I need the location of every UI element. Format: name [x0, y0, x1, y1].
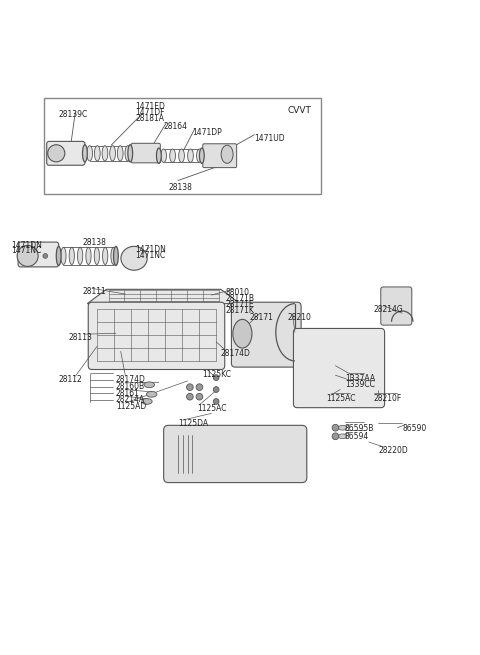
Ellipse shape [77, 248, 83, 265]
Text: 28164: 28164 [164, 122, 188, 131]
Ellipse shape [61, 248, 66, 265]
Circle shape [213, 386, 219, 392]
Text: 1471NC: 1471NC [11, 246, 41, 255]
Ellipse shape [161, 149, 167, 162]
Text: 28171K: 28171K [226, 305, 254, 314]
Ellipse shape [69, 248, 74, 265]
Text: 28174D: 28174D [116, 375, 146, 384]
FancyBboxPatch shape [293, 328, 384, 407]
FancyBboxPatch shape [131, 143, 160, 163]
Text: 28181A: 28181A [135, 114, 164, 122]
Ellipse shape [338, 434, 347, 439]
FancyBboxPatch shape [381, 287, 412, 325]
Text: 28112: 28112 [59, 375, 83, 384]
Text: 28161: 28161 [116, 388, 140, 398]
Ellipse shape [110, 145, 116, 161]
Text: 86595B: 86595B [345, 424, 374, 433]
Text: 28113: 28113 [68, 333, 92, 342]
Text: 28160B: 28160B [116, 382, 145, 391]
Circle shape [213, 399, 219, 404]
Text: 28171E: 28171E [226, 300, 254, 309]
Text: 1125KC: 1125KC [202, 371, 231, 379]
Ellipse shape [114, 246, 118, 265]
Text: 1471UD: 1471UD [254, 134, 285, 143]
Ellipse shape [199, 148, 204, 163]
Ellipse shape [95, 145, 100, 161]
Ellipse shape [197, 149, 202, 162]
Ellipse shape [121, 246, 147, 271]
Text: 28171B: 28171B [226, 294, 255, 303]
FancyBboxPatch shape [164, 425, 307, 483]
Text: 28214A: 28214A [116, 395, 145, 404]
Text: 28139C: 28139C [59, 110, 88, 119]
Circle shape [43, 253, 48, 258]
Ellipse shape [188, 149, 193, 162]
Ellipse shape [338, 425, 347, 430]
Ellipse shape [117, 145, 123, 161]
Text: 28220D: 28220D [378, 446, 408, 455]
Ellipse shape [87, 145, 93, 161]
Text: 1471DF: 1471DF [135, 108, 165, 117]
Ellipse shape [142, 399, 152, 404]
Circle shape [332, 424, 339, 431]
Text: 28171: 28171 [250, 313, 274, 322]
Ellipse shape [156, 148, 161, 163]
Circle shape [48, 145, 65, 162]
Text: 28111: 28111 [83, 288, 106, 297]
Bar [44, 98, 321, 194]
FancyBboxPatch shape [203, 143, 237, 168]
Circle shape [187, 384, 193, 390]
FancyBboxPatch shape [47, 141, 85, 165]
Text: 1125AC: 1125AC [197, 404, 227, 413]
Polygon shape [87, 290, 240, 304]
Ellipse shape [146, 392, 157, 397]
FancyBboxPatch shape [88, 302, 225, 369]
Text: 28210: 28210 [288, 313, 312, 322]
Ellipse shape [144, 382, 155, 388]
Text: 28210F: 28210F [373, 394, 402, 403]
Ellipse shape [94, 248, 99, 265]
Text: 1337AA: 1337AA [345, 374, 375, 383]
Text: 1125DA: 1125DA [178, 419, 208, 428]
Ellipse shape [179, 149, 184, 162]
Text: 1125AC: 1125AC [326, 394, 355, 403]
Text: 28138: 28138 [83, 238, 107, 247]
Text: 1471ED: 1471ED [135, 102, 165, 111]
Ellipse shape [56, 246, 61, 265]
Circle shape [332, 433, 339, 440]
Ellipse shape [221, 145, 233, 163]
Text: 86594: 86594 [345, 432, 369, 441]
Text: 28174D: 28174D [221, 350, 251, 358]
Circle shape [196, 394, 203, 400]
Circle shape [17, 246, 38, 267]
Text: 1339CC: 1339CC [345, 380, 375, 389]
Circle shape [213, 375, 219, 381]
Text: 86590: 86590 [402, 424, 427, 433]
Ellipse shape [128, 145, 132, 162]
Ellipse shape [170, 149, 176, 162]
Ellipse shape [83, 145, 87, 162]
FancyBboxPatch shape [231, 302, 301, 367]
Circle shape [187, 394, 193, 400]
Ellipse shape [125, 145, 131, 161]
Ellipse shape [111, 248, 116, 265]
Text: 28138: 28138 [168, 183, 192, 193]
Text: CVVT: CVVT [288, 105, 312, 115]
Text: 1471DN: 1471DN [11, 240, 42, 250]
Circle shape [196, 384, 203, 390]
Text: 1471NC: 1471NC [135, 251, 165, 260]
Text: 1471DN: 1471DN [135, 246, 166, 254]
Ellipse shape [103, 248, 108, 265]
Text: 1125AD: 1125AD [116, 402, 146, 411]
FancyBboxPatch shape [18, 242, 59, 267]
Text: 88010: 88010 [226, 288, 250, 297]
Text: 28214G: 28214G [373, 305, 403, 314]
Ellipse shape [233, 320, 252, 348]
Ellipse shape [102, 145, 108, 161]
Text: 1471DP: 1471DP [192, 128, 222, 137]
Ellipse shape [86, 248, 91, 265]
